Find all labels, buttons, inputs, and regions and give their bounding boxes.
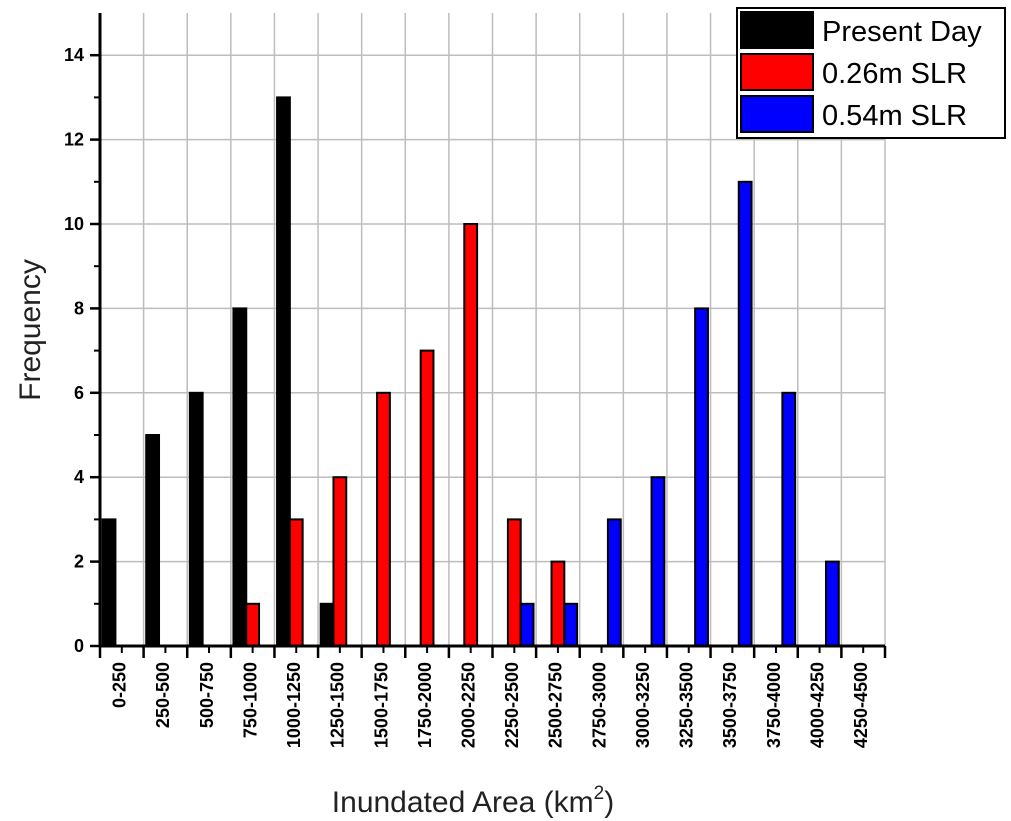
- x-tick-label: 1000-1250: [284, 662, 304, 748]
- bar: [550, 560, 566, 647]
- x-tick-label: 1250-1500: [328, 662, 348, 748]
- y-axis-title: Frequency: [14, 259, 47, 401]
- legend-label: 0.54m SLR: [822, 100, 967, 132]
- legend-label: Present Day: [822, 16, 982, 48]
- legend-swatch: [740, 11, 814, 49]
- y-tick-label: 10: [64, 214, 84, 234]
- x-axis-title-suffix: ): [604, 786, 614, 819]
- axes: [90, 13, 887, 658]
- x-tick-label: 750-1000: [240, 662, 260, 738]
- bar: [419, 349, 435, 647]
- bar: [245, 602, 261, 647]
- bar: [288, 518, 304, 648]
- bar: [463, 223, 479, 647]
- x-tick-label: 3250-3500: [677, 662, 697, 748]
- bar: [232, 307, 248, 647]
- x-tick-label: 3500-3750: [720, 662, 740, 748]
- x-tick-labels: 0-250 250-500 500-750 750-1000 1000-1250 1250…: [110, 662, 871, 748]
- y-tick-label: 6: [74, 383, 84, 403]
- bar: [606, 518, 622, 648]
- grid-lines: [100, 13, 886, 646]
- y-tick-label: 4: [74, 467, 84, 487]
- bar: [319, 602, 335, 647]
- bar: [519, 602, 535, 647]
- legend-swatch: [740, 53, 814, 91]
- x-tick-label: 4000-4250: [807, 662, 827, 748]
- x-tick-label: 1500-1750: [371, 662, 391, 748]
- legend: Present Day 0.26m SLR 0.54m SLR: [736, 7, 1006, 139]
- bar: [824, 560, 840, 647]
- x-tick-label: 4250-4500: [851, 662, 871, 748]
- y-tick-label: 8: [74, 298, 84, 318]
- x-tick-label: 2500-2750: [546, 662, 566, 748]
- y-tick-label: 14: [64, 45, 84, 65]
- legend-label: 0.26m SLR: [822, 58, 967, 90]
- bar: [332, 476, 348, 648]
- x-axis-title: Inundated Area (km2): [332, 783, 614, 819]
- y-tick-label: 12: [64, 130, 84, 150]
- x-tick-label: 250-500: [153, 662, 173, 728]
- y-tick-label: 0: [74, 636, 84, 656]
- bar: [650, 476, 666, 648]
- x-axis-title-superscript: 2: [594, 783, 605, 804]
- bar: [694, 307, 709, 647]
- bar: [563, 602, 579, 647]
- x-tick-label: 500-750: [197, 662, 217, 728]
- x-tick-label: 2250-2500: [502, 662, 522, 748]
- bar: [145, 434, 161, 647]
- x-tick-label: 2000-2250: [459, 662, 479, 748]
- bar: [506, 518, 522, 648]
- y-tick-labels: 0 2 4 6 8 10 12 14: [64, 45, 84, 656]
- bars: [101, 96, 840, 648]
- x-axis-title-main: Inundated Area (km: [332, 786, 594, 819]
- y-tick-label: 2: [74, 552, 84, 572]
- x-tick-label: 2750-3000: [589, 662, 609, 748]
- x-tick-label: 3000-3250: [633, 662, 653, 748]
- bar: [376, 391, 391, 647]
- bar: [276, 96, 291, 647]
- x-tick-label: 1750-2000: [415, 662, 435, 748]
- bar: [781, 391, 797, 647]
- x-tick-label: 3750-4000: [764, 662, 784, 748]
- bar: [188, 391, 204, 647]
- bar: [101, 518, 117, 648]
- legend-swatch: [740, 95, 814, 133]
- x-tick-label: 0-250: [110, 662, 130, 708]
- bar: [737, 180, 753, 648]
